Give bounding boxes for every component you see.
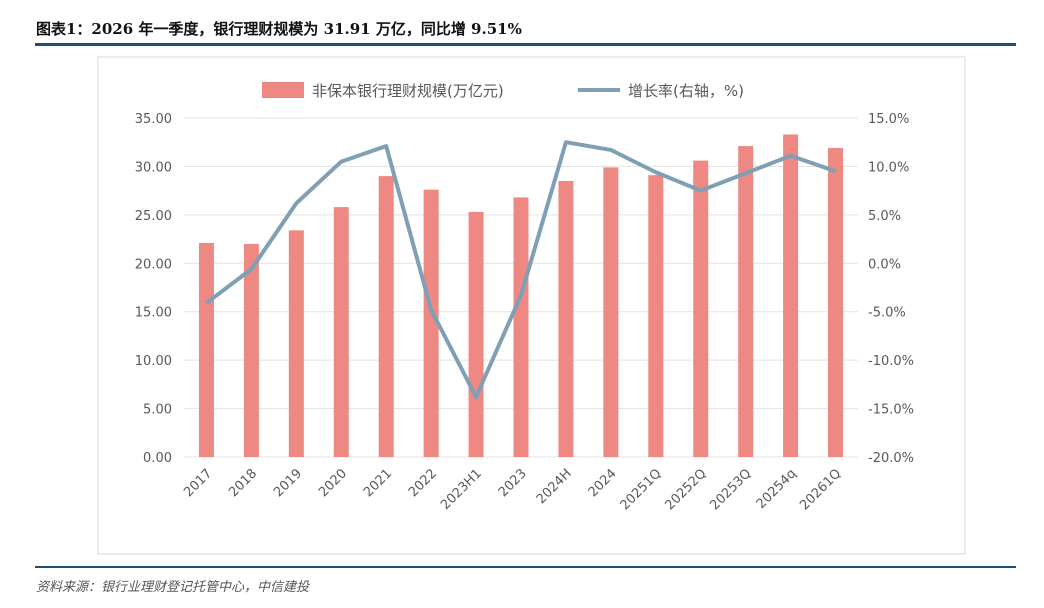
left-tick-label: 5.00 bbox=[143, 403, 172, 418]
bar-2020 bbox=[333, 207, 349, 457]
source-divider bbox=[35, 566, 1016, 568]
right-tick-label: -15.0% bbox=[868, 403, 914, 418]
left-axis-ticks: 0.00 5.00 10.00 15.00 20.00 25.00 30.00 35.00 bbox=[135, 112, 172, 466]
bar-2022 bbox=[423, 189, 439, 457]
left-tick-label: 30.00 bbox=[135, 160, 172, 175]
legend-label-bar: 非保本银行理财规模(万亿元) bbox=[312, 82, 504, 100]
bar-2024H bbox=[558, 180, 574, 457]
growth-line bbox=[205, 140, 837, 399]
left-tick-label: 15.00 bbox=[135, 306, 172, 321]
left-tick-label: 20.00 bbox=[135, 257, 172, 272]
bar-20252Q bbox=[693, 160, 709, 458]
bar-2024 bbox=[603, 167, 619, 457]
bar-20261Q bbox=[828, 147, 844, 457]
bar-20251Q bbox=[648, 175, 664, 457]
left-tick-label: 0.00 bbox=[143, 451, 172, 466]
bar-2023H1 bbox=[468, 211, 484, 457]
right-tick-label: 0.0% bbox=[868, 257, 901, 272]
bar-2021 bbox=[378, 176, 394, 457]
right-tick-label: -5.0% bbox=[868, 306, 906, 321]
bar-2019 bbox=[288, 230, 304, 457]
bar-2023 bbox=[513, 197, 529, 457]
legend: 非保本银行理财规模(万亿元) 增长率(右轴，%) bbox=[262, 82, 744, 100]
left-tick-label: 35.00 bbox=[135, 112, 172, 127]
right-tick-label: -10.0% bbox=[868, 354, 914, 369]
chart-frame bbox=[97, 56, 966, 555]
right-tick-label: -20.0% bbox=[868, 451, 914, 466]
bar-20253Q bbox=[738, 146, 754, 458]
figure-title: 图表1：2026 年一季度，银行理财规模为 31.91 万亿，同比增 9.51% bbox=[36, 20, 522, 38]
bar-20254q bbox=[783, 134, 799, 458]
right-axis-ticks: -20.0% -15.0% -10.0% -5.0% 0.0% 5.0% 10.0% 15.0… bbox=[868, 112, 914, 466]
legend-label-line: 增长率(右轴，%) bbox=[628, 82, 744, 100]
bar-2018 bbox=[243, 243, 259, 457]
title-divider bbox=[35, 43, 1016, 46]
source-note: 资料来源：银行业理财登记托管中心，中信建投 bbox=[36, 580, 310, 595]
bars bbox=[198, 134, 844, 458]
left-tick-label: 10.00 bbox=[135, 354, 172, 369]
bar-2017 bbox=[198, 242, 214, 457]
left-tick-label: 25.00 bbox=[135, 209, 172, 224]
right-tick-label: 5.0% bbox=[868, 209, 901, 224]
right-tick-label: 10.0% bbox=[868, 160, 909, 175]
legend-swatch-bar bbox=[262, 82, 304, 98]
right-tick-label: 15.0% bbox=[868, 112, 909, 127]
